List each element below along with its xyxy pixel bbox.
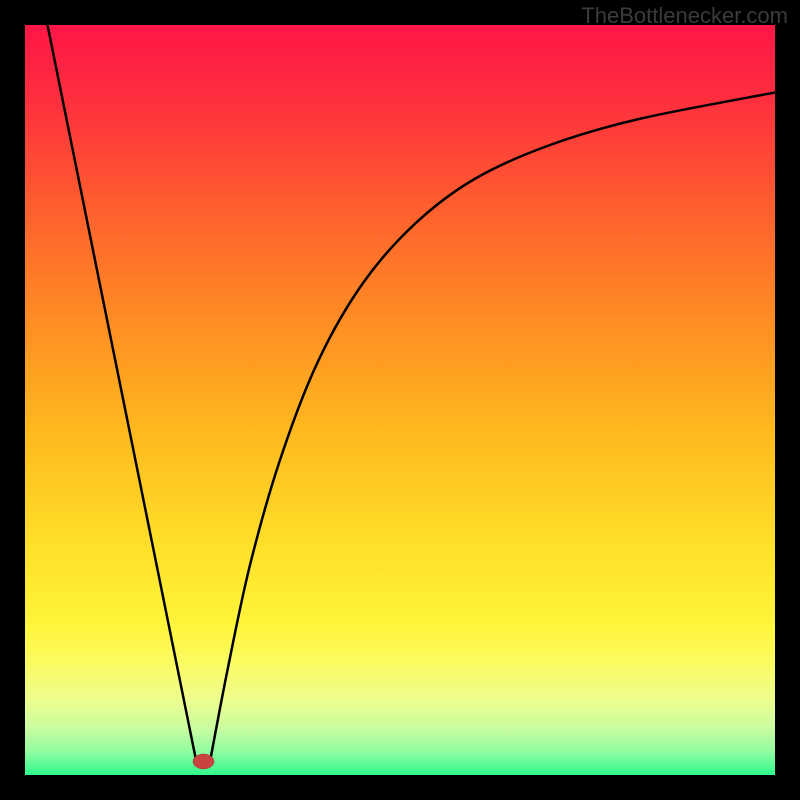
curve-right-branch: [211, 93, 775, 757]
chart-stage: TheBottlenecker.com: [0, 0, 800, 800]
curve-left-branch: [48, 25, 197, 760]
minimum-marker: [193, 754, 214, 769]
attribution-text: TheBottlenecker.com: [581, 3, 788, 29]
chart-svg: [0, 0, 800, 800]
